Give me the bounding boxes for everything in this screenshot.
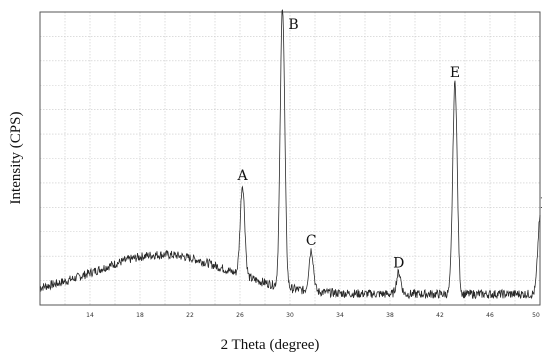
peak-label-c: C: [306, 233, 317, 249]
x-tick-label: 14: [86, 312, 94, 319]
x-tick-label: 26: [236, 312, 244, 319]
x-axis-title: 2 Theta (degree): [221, 337, 320, 353]
x-tick-label: 38: [386, 312, 394, 319]
peak-label-d: D: [393, 255, 404, 271]
peak-label-b: B: [288, 17, 298, 33]
series-line: [39, 9, 541, 300]
grid: [40, 12, 540, 305]
peak-labels: A B C D E F: [236, 17, 542, 271]
peak-label-f: F: [540, 196, 542, 212]
x-tick-label: 30: [286, 312, 294, 319]
x-tick-label: 42: [436, 312, 444, 319]
peak-label-a: A: [236, 168, 248, 184]
y-axis-title: Intensity (CPS): [8, 112, 24, 205]
x-tick-label: 18: [136, 312, 144, 319]
x-tick-label: 34: [336, 312, 344, 319]
x-tick-labels: 14 18 22 26 30 34 38 42 46 50: [86, 312, 540, 319]
peak-label-e: E: [450, 65, 460, 81]
plot-frame: [39, 11, 541, 306]
x-tick-label: 22: [186, 312, 194, 319]
x-tick-label: 46: [486, 312, 494, 319]
x-tick-label: 50: [532, 312, 540, 319]
